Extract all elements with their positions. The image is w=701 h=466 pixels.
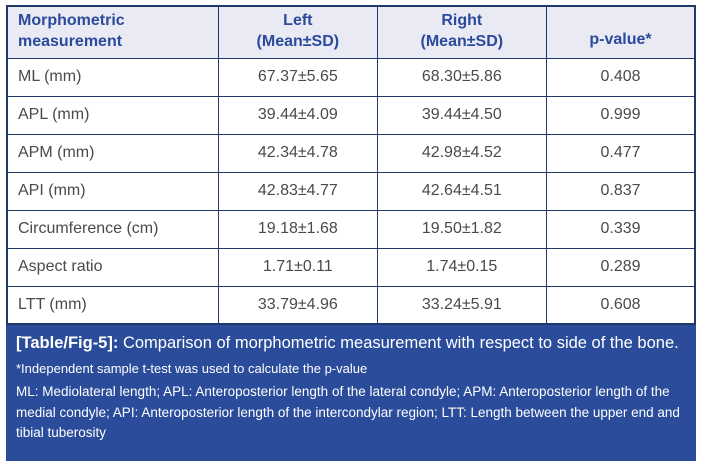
table-header: Morphometric measurement Left (Mean±SD) … xyxy=(6,5,696,59)
right-value: 42.64±4.51 xyxy=(376,171,548,211)
header-pvalue: p-value* xyxy=(546,5,696,59)
table-row: Aspect ratio 1.71±0.11 1.74±0.15 0.289 xyxy=(6,247,696,287)
p-value: 0.289 xyxy=(546,247,696,287)
measurement-label: APM (mm) xyxy=(6,133,220,173)
measurement-label: API (mm) xyxy=(6,171,220,211)
morphometric-table: Morphometric measurement Left (Mean±SD) … xyxy=(6,5,696,325)
table-body: ML (mm) 67.37±5.65 68.30±5.86 0.408 APL … xyxy=(6,57,696,325)
left-value: 67.37±5.65 xyxy=(218,57,378,97)
right-value: 68.30±5.86 xyxy=(376,57,548,97)
footnote-statistical-test: *Independent sample t-test was used to c… xyxy=(16,361,368,377)
table-row: APL (mm) 39.44±4.09 39.44±4.50 0.999 xyxy=(6,95,696,135)
left-value: 19.18±1.68 xyxy=(218,209,378,249)
header-line: Right xyxy=(441,12,483,30)
right-value: 33.24±5.91 xyxy=(376,285,548,325)
left-value: 33.79±4.96 xyxy=(218,285,378,325)
header-line: (Mean±SD) xyxy=(256,33,340,51)
table-row: LTT (mm) 33.79±4.96 33.24±5.91 0.608 xyxy=(6,285,696,325)
measurement-label: LTT (mm) xyxy=(6,285,220,325)
left-value: 39.44±4.09 xyxy=(218,95,378,135)
header-line: measurement xyxy=(18,33,123,51)
header-row: Morphometric measurement Left (Mean±SD) … xyxy=(6,5,696,59)
table-row: Circumference (cm) 19.18±1.68 19.50±1.82… xyxy=(6,209,696,249)
figure-caption: [Table/Fig-5]: Comparison of morphometri… xyxy=(16,333,686,354)
header-line: Left xyxy=(283,12,313,30)
measurement-label: Circumference (cm) xyxy=(6,209,220,249)
header-line: (Mean±SD) xyxy=(420,33,504,51)
table-row: API (mm) 42.83±4.77 42.64±4.51 0.837 xyxy=(6,171,696,211)
table-row: APM (mm) 42.34±4.78 42.98±4.52 0.477 xyxy=(6,133,696,173)
left-value: 42.34±4.78 xyxy=(218,133,378,173)
measurement-label: ML (mm) xyxy=(6,57,220,97)
measurement-label: APL (mm) xyxy=(6,95,220,135)
p-value: 0.339 xyxy=(546,209,696,249)
caption-text: Comparison of morphometric measurement w… xyxy=(118,334,679,352)
header-left: Left (Mean±SD) xyxy=(218,5,378,59)
left-value: 1.71±0.11 xyxy=(218,247,378,287)
p-value: 0.608 xyxy=(546,285,696,325)
header-line: p-value* xyxy=(589,30,652,48)
right-value: 39.44±4.50 xyxy=(376,95,548,135)
p-value: 0.408 xyxy=(546,57,696,97)
right-value: 42.98±4.52 xyxy=(376,133,548,173)
p-value: 0.837 xyxy=(546,171,696,211)
right-value: 19.50±1.82 xyxy=(376,209,548,249)
header-line: Morphometric xyxy=(18,12,125,30)
p-value: 0.477 xyxy=(546,133,696,173)
p-value: 0.999 xyxy=(546,95,696,135)
header-right: Right (Mean±SD) xyxy=(376,5,548,59)
right-value: 1.74±0.15 xyxy=(376,247,548,287)
left-value: 42.83±4.77 xyxy=(218,171,378,211)
header-measurement: Morphometric measurement xyxy=(6,5,220,59)
caption-block: [Table/Fig-5]: Comparison of morphometri… xyxy=(6,325,696,461)
table-row: ML (mm) 67.37±5.65 68.30±5.86 0.408 xyxy=(6,57,696,97)
footnote-abbreviations: ML: Mediolateral length; APL: Anteropost… xyxy=(16,384,680,440)
figure-tag: [Table/Fig-5]: xyxy=(16,334,119,352)
measurement-label: Aspect ratio xyxy=(6,247,220,287)
